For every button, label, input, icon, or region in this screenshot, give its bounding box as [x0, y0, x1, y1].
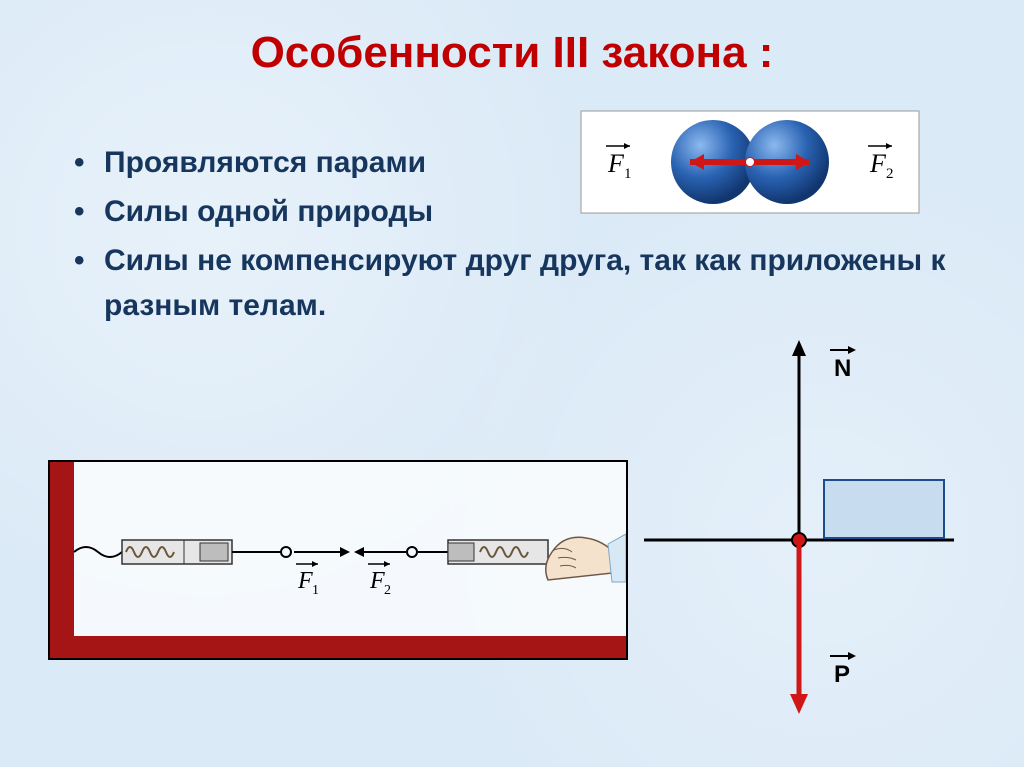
svg-text:2: 2 [886, 166, 894, 182]
free-body-diagram: N P [634, 330, 964, 720]
svg-text:1: 1 [312, 583, 319, 598]
slide-title: Особенности III закона : [0, 28, 1024, 78]
svg-text:F: F [607, 149, 625, 178]
svg-text:1: 1 [624, 166, 632, 182]
svg-text:P: P [834, 661, 850, 688]
slide: Особенности III закона : Проявляются пар… [0, 0, 1024, 767]
spring-icon [448, 540, 548, 564]
spring-icon [122, 540, 232, 564]
svg-text:F: F [297, 568, 313, 594]
two-spheres-diagram: F 1 F 2 [580, 110, 920, 214]
hand-icon [546, 534, 626, 582]
bullet-item: Силы не компенсируют друг друга, так как… [70, 238, 950, 328]
svg-text:N: N [834, 355, 851, 382]
svg-text:F: F [869, 149, 887, 178]
svg-text:2: 2 [384, 583, 391, 598]
springs-diagram: F 1 F 2 [48, 460, 628, 660]
svg-text:F: F [369, 568, 385, 594]
